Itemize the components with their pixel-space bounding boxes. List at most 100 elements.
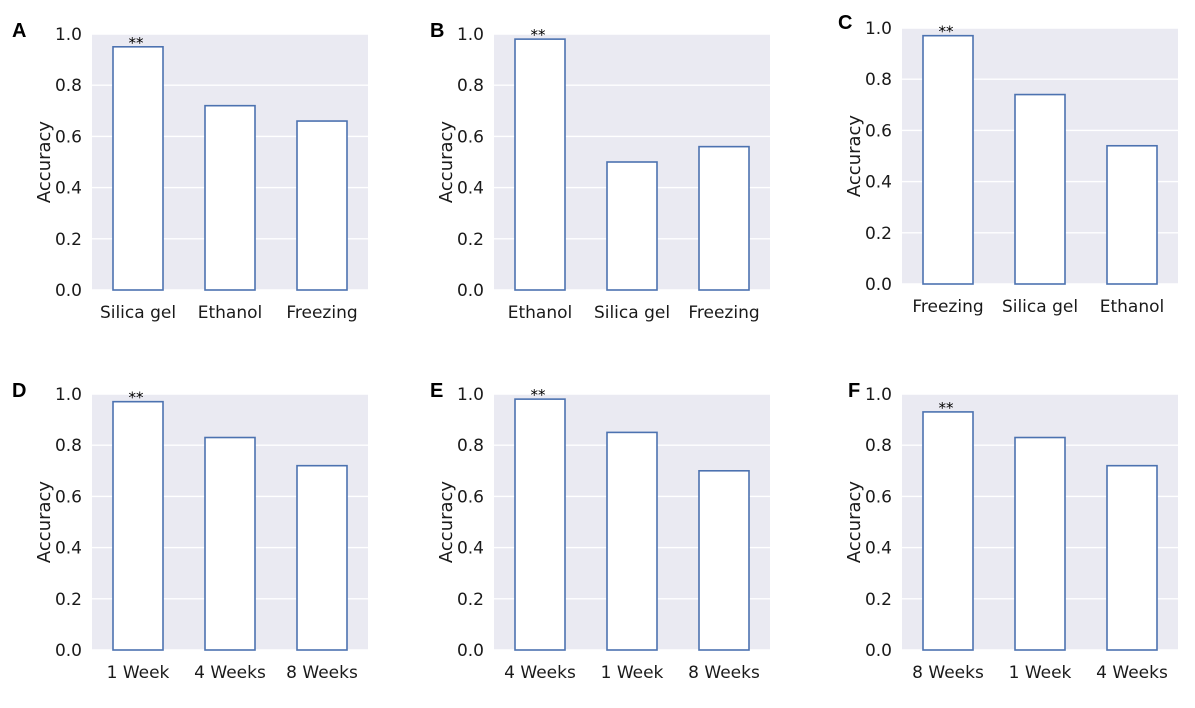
y-tick-label: 0.2 xyxy=(457,590,484,610)
y-tick-label: 0.4 xyxy=(457,539,484,559)
y-tick-label: 0.6 xyxy=(55,127,82,147)
panel-letter: B xyxy=(430,20,445,42)
y-tick-label: 0.0 xyxy=(457,281,484,301)
x-tick-label: Ethanol xyxy=(508,303,573,323)
chart-panel-c: C 0.0 0.2 0.4 0.6 0.8 1.0 Accuracy Freezing ** Si… xyxy=(810,2,1190,342)
y-tick-label: 0.8 xyxy=(55,436,82,456)
y-tick-label: 0.8 xyxy=(865,436,892,456)
y-tick-label: 1.0 xyxy=(457,25,484,45)
x-tick-label: Silica gel xyxy=(594,303,670,323)
y-axis-label: Accuracy xyxy=(844,481,865,564)
bar xyxy=(1014,93,1066,285)
y-axis-label: Accuracy xyxy=(34,121,55,204)
y-axis-label: Accuracy xyxy=(436,121,457,204)
y-tick-label: 0.2 xyxy=(55,230,82,250)
y-tick-label: 0.0 xyxy=(865,641,892,661)
bar xyxy=(1106,144,1158,285)
bar xyxy=(606,161,658,291)
x-tick-label: 4 Weeks xyxy=(194,663,266,683)
bar-chart: 0.0 0.2 0.4 0.6 0.8 1.0 Accuracy 4 Weeks ** 1 Wee… xyxy=(436,385,770,683)
chart-panel-a: A 0.0 0.2 0.4 0.6 0.8 1.0 Accuracy Silica gel **… xyxy=(0,8,380,348)
y-tick-label: 0.4 xyxy=(457,179,484,199)
y-tick-label: 0.6 xyxy=(865,487,892,507)
y-tick-label: 0.2 xyxy=(865,224,892,244)
y-tick-label: 0.4 xyxy=(55,539,82,559)
y-tick-label: 0.6 xyxy=(457,487,484,507)
x-tick-label: Freezing xyxy=(688,303,759,323)
panel-letter: C xyxy=(838,12,853,34)
y-tick-label: 1.0 xyxy=(457,385,484,405)
y-tick-label: 0.4 xyxy=(55,179,82,199)
bar xyxy=(1106,464,1158,651)
x-tick-label: Ethanol xyxy=(1100,297,1165,317)
bar xyxy=(112,400,164,651)
bar xyxy=(1014,436,1066,651)
x-tick-label: Silica gel xyxy=(1002,297,1078,317)
chart-panel-f: F 0.0 0.2 0.4 0.6 0.8 1.0 Accuracy 8 Weeks ** 1 W… xyxy=(810,368,1190,708)
bar-chart: 0.0 0.2 0.4 0.6 0.8 1.0 Accuracy Ethanol ** Silic… xyxy=(436,25,770,323)
x-tick-label: 4 Weeks xyxy=(504,663,576,683)
x-tick-label: 4 Weeks xyxy=(1096,663,1168,683)
x-tick-label: 1 Week xyxy=(107,663,170,683)
bar-chart: 0.0 0.2 0.4 0.6 0.8 1.0 Accuracy Silica gel ** Et… xyxy=(34,25,368,323)
x-tick-label: 8 Weeks xyxy=(688,663,760,683)
bar xyxy=(112,45,164,291)
y-tick-label: 0.6 xyxy=(55,487,82,507)
bar xyxy=(698,470,750,651)
panel-letter: E xyxy=(430,380,444,402)
chart-panel-b: B 0.0 0.2 0.4 0.6 0.8 1.0 Accuracy Ethanol ** Sil… xyxy=(402,8,782,348)
y-tick-label: 1.0 xyxy=(865,385,892,405)
bar xyxy=(514,398,566,651)
y-tick-label: 0.8 xyxy=(457,436,484,456)
y-tick-label: 0.2 xyxy=(865,590,892,610)
y-axis-label: Accuracy xyxy=(436,481,457,564)
bar-chart: 0.0 0.2 0.4 0.6 0.8 1.0 Accuracy 1 Week ** 4 Week… xyxy=(34,385,368,683)
y-tick-label: 0.0 xyxy=(55,281,82,301)
bar xyxy=(296,120,348,291)
bar xyxy=(204,436,256,651)
panel-letter: A xyxy=(12,20,27,42)
x-tick-label: Silica gel xyxy=(100,303,176,323)
y-tick-label: 0.8 xyxy=(865,70,892,90)
x-tick-label: 1 Week xyxy=(1009,663,1072,683)
y-tick-label: 0.4 xyxy=(865,173,892,193)
bar xyxy=(922,411,974,651)
y-tick-label: 0.2 xyxy=(457,230,484,250)
x-tick-label: 1 Week xyxy=(601,663,664,683)
x-tick-label: Freezing xyxy=(912,297,983,317)
y-axis-label: Accuracy xyxy=(34,481,55,564)
y-tick-label: 0.6 xyxy=(457,127,484,147)
significance-marker: ** xyxy=(531,386,547,404)
y-tick-label: 0.0 xyxy=(55,641,82,661)
significance-marker: ** xyxy=(129,389,145,407)
bar xyxy=(296,464,348,651)
y-axis-label: Accuracy xyxy=(844,115,865,198)
bar xyxy=(698,145,750,291)
bar-chart: 0.0 0.2 0.4 0.6 0.8 1.0 Accuracy 8 Weeks ** 1 Wee… xyxy=(844,385,1178,683)
x-tick-label: 8 Weeks xyxy=(912,663,984,683)
y-tick-label: 1.0 xyxy=(865,19,892,39)
y-tick-label: 1.0 xyxy=(55,25,82,45)
chart-panel-d: D 0.0 0.2 0.4 0.6 0.8 1.0 Accuracy 1 Week ** 4 We… xyxy=(0,368,380,708)
significance-marker: ** xyxy=(939,23,955,41)
y-tick-label: 1.0 xyxy=(55,385,82,405)
bar xyxy=(204,104,256,291)
y-tick-label: 0.8 xyxy=(457,76,484,96)
y-tick-label: 0.2 xyxy=(55,590,82,610)
y-tick-label: 0.0 xyxy=(457,641,484,661)
x-tick-label: Ethanol xyxy=(198,303,263,323)
significance-marker: ** xyxy=(939,399,955,417)
significance-marker: ** xyxy=(129,34,145,52)
y-tick-label: 0.4 xyxy=(865,539,892,559)
chart-panel-e: E 0.0 0.2 0.4 0.6 0.8 1.0 Accuracy 4 Weeks ** 1 W… xyxy=(402,368,782,708)
significance-marker: ** xyxy=(531,26,547,44)
panel-letter: F xyxy=(848,380,861,402)
panel-letter: D xyxy=(12,380,27,402)
bar xyxy=(922,34,974,285)
y-tick-label: 0.8 xyxy=(55,76,82,96)
y-tick-label: 0.0 xyxy=(865,275,892,295)
bar xyxy=(514,38,566,291)
x-tick-label: Freezing xyxy=(286,303,357,323)
bar-chart: 0.0 0.2 0.4 0.6 0.8 1.0 Accuracy Freezing ** Sili… xyxy=(844,19,1178,317)
bar xyxy=(606,431,658,651)
